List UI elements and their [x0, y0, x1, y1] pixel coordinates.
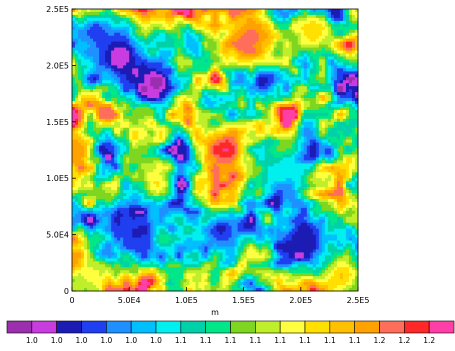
- colorbar-label: 1.1: [249, 336, 261, 345]
- contour-field: [72, 9, 359, 292]
- y-tick-label: 0: [64, 287, 69, 296]
- colorbar-label: 1.0: [76, 336, 88, 345]
- colorbar-swatch: [329, 320, 355, 334]
- y-tick-label: 2.5E5: [46, 5, 69, 14]
- plot-frame: [71, 8, 359, 292]
- colorbar-label: 1.1: [175, 336, 187, 345]
- colorbar-label: 1.0: [51, 336, 63, 345]
- colorbar-swatch: [155, 320, 182, 334]
- colorbar-label: 1.2: [374, 336, 386, 345]
- colorbar-label: 1.1: [349, 336, 361, 345]
- colorbar-label: 1.2: [398, 336, 410, 345]
- colorbar-label: 1.1: [225, 336, 237, 345]
- colorbar-label: 1.0: [100, 336, 112, 345]
- colorbar-swatch: [404, 320, 430, 334]
- y-tick-label: 2.0E5: [46, 61, 69, 70]
- x-tick-label: 1.5E5: [232, 296, 255, 305]
- colorbar-swatch: [180, 320, 206, 334]
- colorbar-swatch: [31, 320, 57, 334]
- x-axis: 0 5.0E4 1.0E5 1.5E5 2.0E5 2.5E5: [69, 287, 369, 305]
- colorbar-swatch: [304, 320, 331, 334]
- colorbar-swatch: [255, 320, 281, 334]
- y-tick-label: 5.0E4: [46, 231, 69, 240]
- x-axis-label: m: [211, 308, 219, 317]
- colorbar-swatch: [106, 320, 132, 334]
- colorbar-swatch: [130, 320, 157, 334]
- colorbar-swatch: [81, 320, 107, 334]
- colorbar-label: 1.1: [274, 336, 286, 345]
- colorbar-swatch: [56, 320, 82, 334]
- colorbar-swatch: [205, 320, 231, 334]
- colorbar-swatch: [279, 320, 306, 334]
- colorbar-swatch: [428, 320, 455, 334]
- x-tick-label: 1.0E5: [175, 296, 198, 305]
- colorbar-label: 1.0: [26, 336, 38, 345]
- x-tick-label: 2.0E5: [289, 296, 312, 305]
- colorbar-swatch: [6, 320, 33, 334]
- y-tick-label: 1.0E5: [46, 174, 69, 183]
- y-axis: 0 5.0E4 1.0E5 1.5E5 2.0E5 2.5E5: [46, 5, 76, 296]
- colorbar-label: 1.0: [125, 336, 137, 345]
- colorbar-label: 1.1: [200, 336, 212, 345]
- colorbar-swatch: [230, 320, 256, 334]
- y-tick-label: 1.5E5: [46, 118, 69, 127]
- x-tick-label: 0: [69, 296, 74, 305]
- colorbar-label: 1.1: [324, 336, 336, 345]
- colorbar-label: 1.0: [150, 336, 162, 345]
- colorbar-swatch: [354, 320, 380, 334]
- x-tick-label: 5.0E4: [118, 296, 141, 305]
- colorbar-label: 1.1: [299, 336, 311, 345]
- colorbar-label: 1.2: [423, 336, 435, 345]
- colorbar-swatch: [379, 320, 405, 334]
- x-tick-label: 2.5E5: [347, 296, 370, 305]
- colorbar: 1.0 1.0 1.0 1.0 1.0 1.0 1.1 1.1 1.1 1.1 1.1 1.1 1.1 1…: [6, 320, 455, 345]
